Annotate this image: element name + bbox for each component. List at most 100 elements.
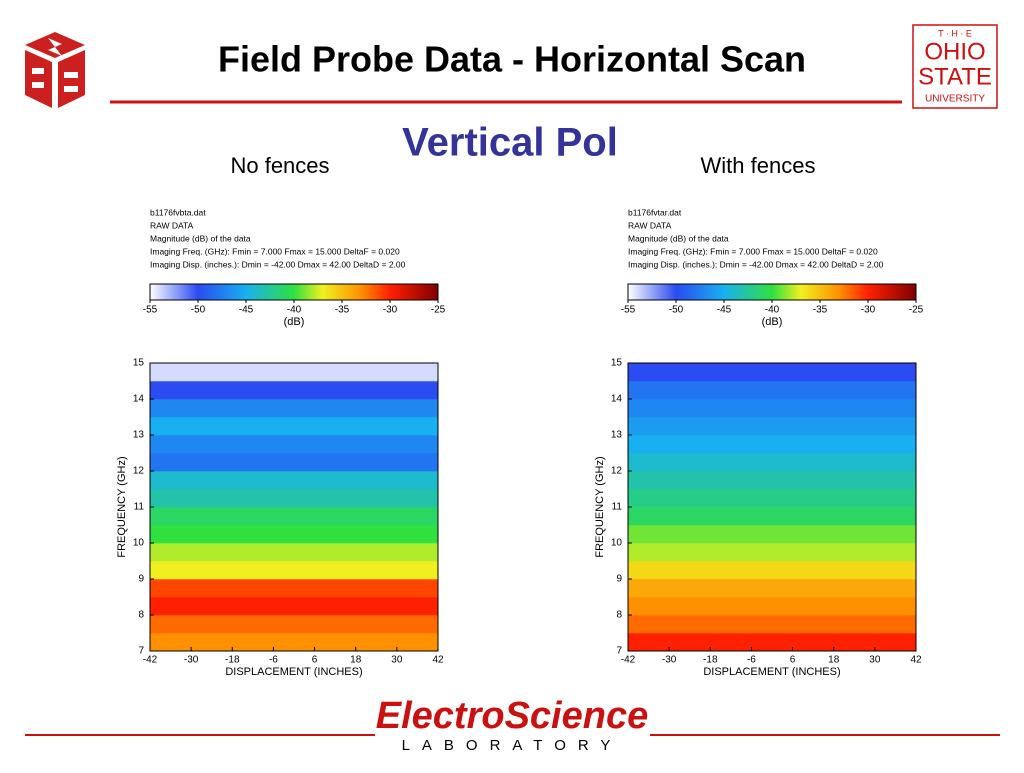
heat-cell xyxy=(150,597,438,616)
y-tick-label: 7 xyxy=(616,646,622,657)
y-tick-label: 15 xyxy=(611,358,623,369)
y-axis-label: FREQUENCY (GHz) xyxy=(116,456,128,557)
colorbar xyxy=(627,283,917,301)
y-tick-label: 8 xyxy=(616,610,622,621)
heat-cell xyxy=(628,543,916,562)
colorbar xyxy=(149,283,439,301)
info-line: Magnitude (dB) of the data xyxy=(150,233,251,243)
heat-cell xyxy=(628,417,916,436)
y-tick-label: 12 xyxy=(133,466,145,477)
heat-cell xyxy=(150,417,438,436)
subtitle: Vertical Pol xyxy=(402,121,618,165)
panel-label: No fences xyxy=(230,153,329,178)
y-tick-label: 12 xyxy=(611,466,623,477)
heat-cell xyxy=(628,633,916,652)
x-tick-label: -6 xyxy=(747,655,756,666)
heat-cell xyxy=(628,363,916,382)
x-tick-label: -42 xyxy=(143,655,158,666)
heat-cell xyxy=(150,381,438,400)
heat-cell xyxy=(628,471,916,490)
heat-cell xyxy=(628,579,916,598)
title: Field Probe Data - Horizontal Scan xyxy=(218,39,806,80)
y-tick-label: 11 xyxy=(612,502,623,513)
heat-cell xyxy=(150,471,438,490)
x-axis-label: DISPLACEMENT (INCHES) xyxy=(703,666,840,678)
heat-cell xyxy=(628,435,916,454)
x-tick-label: -18 xyxy=(225,655,240,666)
info-line: Imaging Disp. (inches.): Dmin = -42.00 D… xyxy=(150,259,406,269)
info-line: Imaging Disp. (inches.): Dmin = -42.00 D… xyxy=(628,259,884,269)
y-tick-label: 13 xyxy=(611,430,623,441)
heat-cell xyxy=(628,507,916,526)
heat-cell xyxy=(628,561,916,580)
info-line: b1176fvbta.dat xyxy=(150,207,206,217)
cse-logo xyxy=(25,32,85,108)
heat-cell xyxy=(628,381,916,400)
x-axis-label: DISPLACEMENT (INCHES) xyxy=(225,666,362,678)
x-tick-label: 18 xyxy=(350,655,362,666)
heat-cell xyxy=(150,363,438,382)
info-line: b1176fvtar.dat xyxy=(628,207,682,217)
info-line: RAW DATA xyxy=(150,220,194,230)
info-line: Magnitude (dB) of the data xyxy=(628,233,729,243)
y-axis-label: FREQUENCY (GHz) xyxy=(594,456,606,557)
x-tick-label: -18 xyxy=(703,655,718,666)
y-tick-label: 10 xyxy=(133,538,145,549)
x-tick-label: 6 xyxy=(312,655,318,666)
lab-logo: ElectroScience xyxy=(376,695,648,737)
colorbar-tick-label: -50 xyxy=(669,305,684,316)
x-tick-label: -6 xyxy=(269,655,278,666)
colorbar-tick-label: -50 xyxy=(191,305,206,316)
heat-cell xyxy=(628,489,916,508)
colorbar-tick-label: -35 xyxy=(813,305,828,316)
heat-cell xyxy=(150,399,438,418)
x-tick-label: 30 xyxy=(391,655,403,666)
heat-cell xyxy=(150,543,438,562)
heat-cell xyxy=(150,615,438,634)
heat-cell xyxy=(628,525,916,544)
info-line: Imaging Freq. (GHz): Fmin = 7.000 Fmax =… xyxy=(628,246,878,256)
heat-cell xyxy=(628,453,916,472)
y-tick-label: 13 xyxy=(133,430,145,441)
heat-cell xyxy=(150,525,438,544)
panel-label: With fences xyxy=(701,153,816,178)
y-tick-label: 15 xyxy=(133,358,145,369)
y-tick-label: 9 xyxy=(138,574,144,585)
colorbar-tick-label: -45 xyxy=(239,305,254,316)
x-tick-label: 42 xyxy=(910,655,922,666)
charts: No fences b1176fvbta.dat RAW DATA Magnitude… xyxy=(116,153,924,678)
colorbar-tick-label: -30 xyxy=(861,305,876,316)
y-tick-label: 14 xyxy=(133,394,145,405)
x-tick-label: 30 xyxy=(869,655,881,666)
heat-cell xyxy=(150,489,438,508)
y-tick-label: 8 xyxy=(138,610,144,621)
colorbar-tick-label: -35 xyxy=(335,305,350,316)
y-tick-label: 7 xyxy=(138,646,144,657)
heat-cell xyxy=(628,597,916,616)
colorbar-tick-label: -45 xyxy=(717,305,732,316)
heat-cell xyxy=(628,399,916,418)
y-tick-label: 9 xyxy=(616,574,622,585)
osu-logo xyxy=(912,24,998,109)
y-tick-label: 11 xyxy=(134,502,145,513)
info-line: RAW DATA xyxy=(628,220,672,230)
heat-cell xyxy=(150,633,438,652)
info-line: Imaging Freq. (GHz): Fmin = 7.000 Fmax =… xyxy=(150,246,400,256)
x-tick-label: 6 xyxy=(790,655,796,666)
colorbar-tick-label: -40 xyxy=(287,305,302,316)
colorbar-tick-label: -30 xyxy=(383,305,398,316)
osu-ohio: OHIO xyxy=(924,38,985,65)
osu-university: UNIVERSITY xyxy=(925,94,985,105)
lab-sub: LABORATORY xyxy=(402,737,623,754)
osu-the: T · H · E xyxy=(938,28,972,38)
x-tick-label: -30 xyxy=(184,655,199,666)
x-tick-label: 42 xyxy=(432,655,444,666)
colorbar-label: (dB) xyxy=(762,316,783,328)
heat-cell xyxy=(150,561,438,580)
colorbar-tick-label: -25 xyxy=(909,305,924,316)
osu-state: STATE xyxy=(918,63,992,90)
x-tick-label: -30 xyxy=(662,655,677,666)
y-tick-label: 10 xyxy=(611,538,623,549)
colorbar-tick-label: -25 xyxy=(431,305,446,316)
